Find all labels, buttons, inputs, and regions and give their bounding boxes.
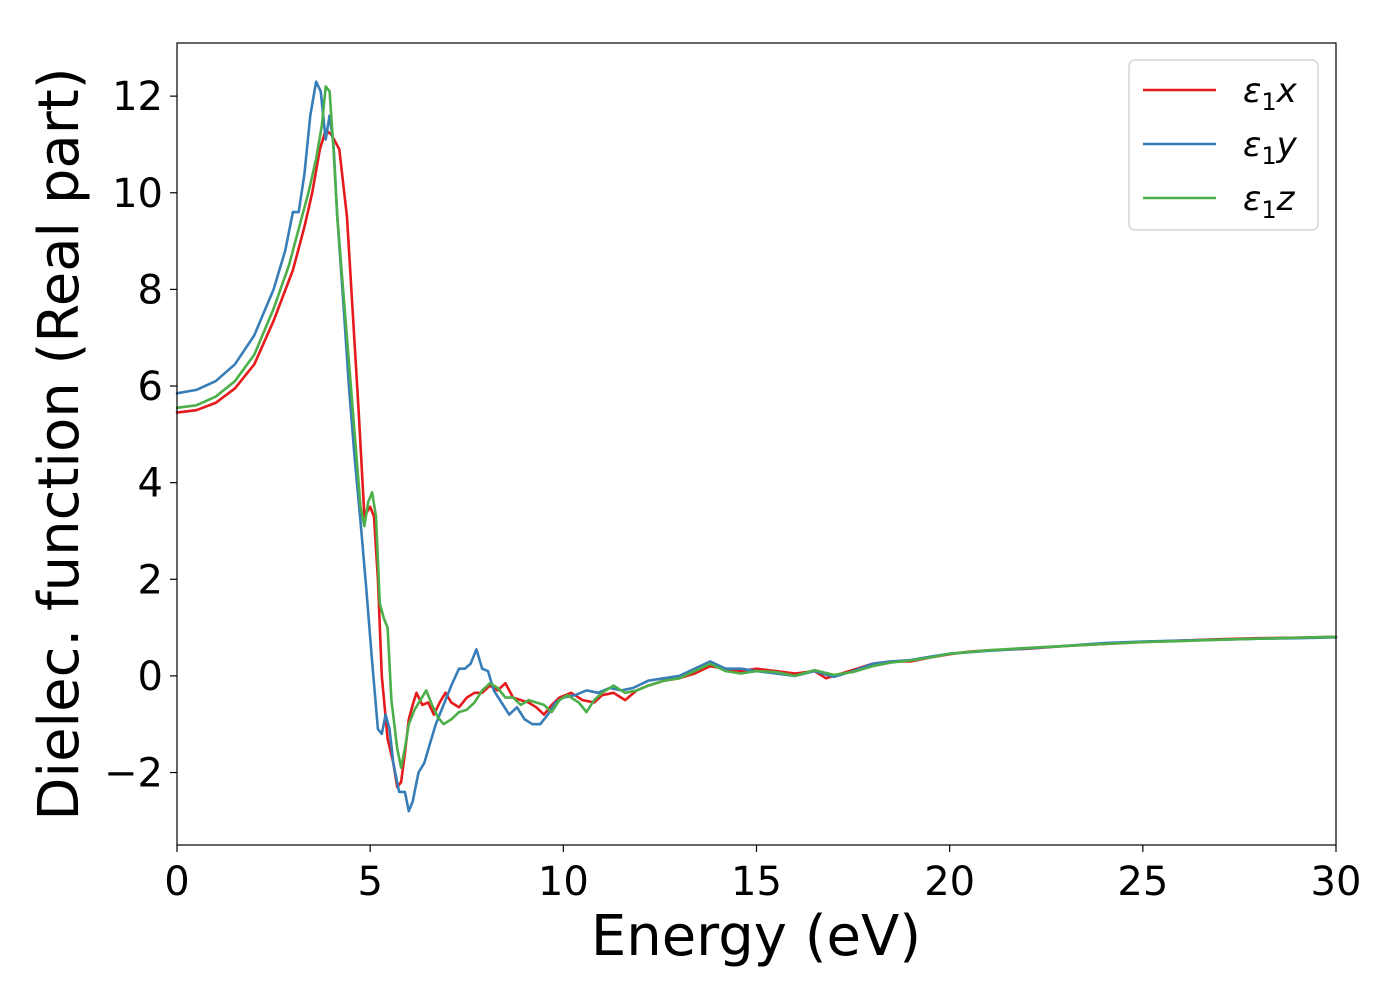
series-line-2: [175, 85, 1338, 769]
legend-box: [1128, 59, 1319, 231]
x-tick-label: 5: [357, 859, 382, 905]
x-axis-label: Energy (eV): [591, 904, 921, 969]
legend-label-2: ε1z: [1243, 179, 1296, 224]
y-tick-label: 8: [138, 267, 163, 313]
y-tick-label: 12: [112, 74, 163, 120]
x-tick-label: 0: [164, 859, 189, 905]
x-tick-label: 15: [731, 859, 782, 905]
y-tick-label: 4: [138, 461, 163, 507]
y-tick-label: 6: [138, 364, 163, 410]
legend-label-1: ε1y: [1243, 125, 1298, 170]
legend: ε1x ε1y ε1z: [1128, 59, 1319, 231]
x-tick-label: 30: [1311, 859, 1362, 905]
ticks-layer: 0 5 10 15 20 25 30 −2 0 2 4 6 8 10 12: [104, 74, 1361, 905]
y-axis-label: Dielec. function (Real part): [27, 67, 92, 820]
series-layer: [175, 80, 1338, 813]
y-tick-label: −2: [104, 751, 163, 797]
y-tick-label: 2: [138, 557, 163, 603]
y-tick-label: 10: [112, 171, 163, 217]
x-tick-label: 20: [924, 859, 975, 905]
x-tick-label: 10: [538, 859, 589, 905]
y-tick-label: 0: [138, 654, 163, 700]
x-tick-label: 25: [1117, 859, 1168, 905]
legend-label-0: ε1x: [1243, 71, 1298, 116]
